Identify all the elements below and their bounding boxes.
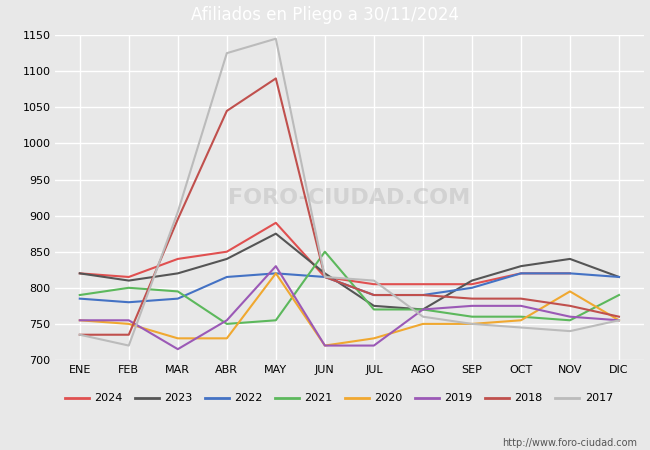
Text: 2017: 2017 bbox=[585, 393, 613, 403]
Text: http://www.foro-ciudad.com: http://www.foro-ciudad.com bbox=[502, 438, 637, 448]
Text: 2022: 2022 bbox=[235, 393, 263, 403]
Text: FORO-CIUDAD.COM: FORO-CIUDAD.COM bbox=[228, 188, 471, 207]
Text: 2019: 2019 bbox=[445, 393, 473, 403]
Text: 2018: 2018 bbox=[515, 393, 543, 403]
Text: Afiliados en Pliego a 30/11/2024: Afiliados en Pliego a 30/11/2024 bbox=[191, 6, 459, 24]
Text: 2020: 2020 bbox=[374, 393, 403, 403]
Text: 2021: 2021 bbox=[304, 393, 333, 403]
Text: 2023: 2023 bbox=[164, 393, 192, 403]
Text: 2024: 2024 bbox=[94, 393, 123, 403]
